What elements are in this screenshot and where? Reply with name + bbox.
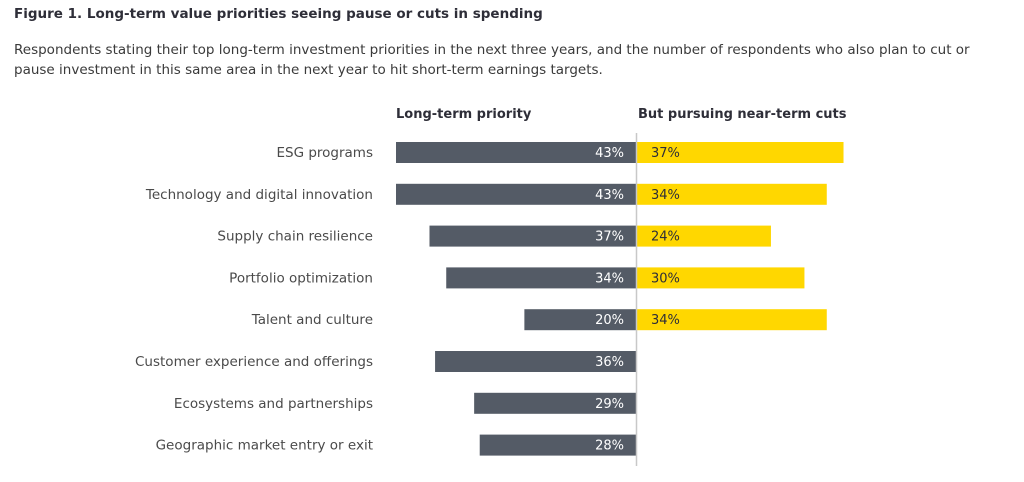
category-label: Technology and digital innovation [145,187,373,203]
value-label-long-term-priority: 28% [595,439,624,454]
value-label-long-term-priority: 43% [595,188,624,203]
bar-long-term-priority [429,225,636,247]
bar-long-term-priority [396,142,636,163]
category-label: Customer experience and offerings [135,354,373,370]
bar-near-term-cuts [637,267,805,289]
category-label: ESG programs [276,145,373,161]
value-label-long-term-priority: 29% [595,397,624,412]
value-label-near-term-cuts: 30% [651,271,680,286]
series-header-near-term-cuts: But pursuing near-term cuts [638,107,847,122]
bar-long-term-priority [446,267,636,289]
value-label-near-term-cuts: 34% [651,188,680,203]
bar-near-term-cuts [637,142,844,163]
category-label: Talent and culture [251,312,373,328]
bar-near-term-cuts [637,225,771,247]
value-label-near-term-cuts: 24% [651,230,680,245]
bar-near-term-cuts [637,309,827,331]
bar-long-term-priority [479,434,636,456]
bar-near-term-cuts [637,183,827,205]
chart-rows: ESG programs 43% 37% Technology and digital… [135,142,844,456]
category-label: Ecosystems and partnerships [174,396,373,412]
value-label-long-term-priority: 36% [595,355,624,370]
value-label-long-term-priority: 37% [595,230,624,245]
series-header-long-term-priority: Long-term priority [396,107,532,122]
value-label-long-term-priority: 34% [595,271,624,286]
value-label-long-term-priority: 43% [595,146,624,161]
category-label: Geographic market entry or exit [156,438,373,454]
chart-subtitle: Respondents stating their top long-term … [14,42,970,78]
category-label: Supply chain resilience [217,229,373,245]
bar-long-term-priority [474,392,636,414]
category-label: Portfolio optimization [229,270,373,286]
value-label-long-term-priority: 20% [595,313,624,328]
value-label-near-term-cuts: 34% [651,313,680,328]
bar-long-term-priority [396,183,636,205]
chart-title: Figure 1. Long-term value priorities see… [14,6,543,22]
value-label-near-term-cuts: 37% [651,146,680,161]
bar-long-term-priority [524,309,636,331]
bar-long-term-priority [435,351,636,372]
